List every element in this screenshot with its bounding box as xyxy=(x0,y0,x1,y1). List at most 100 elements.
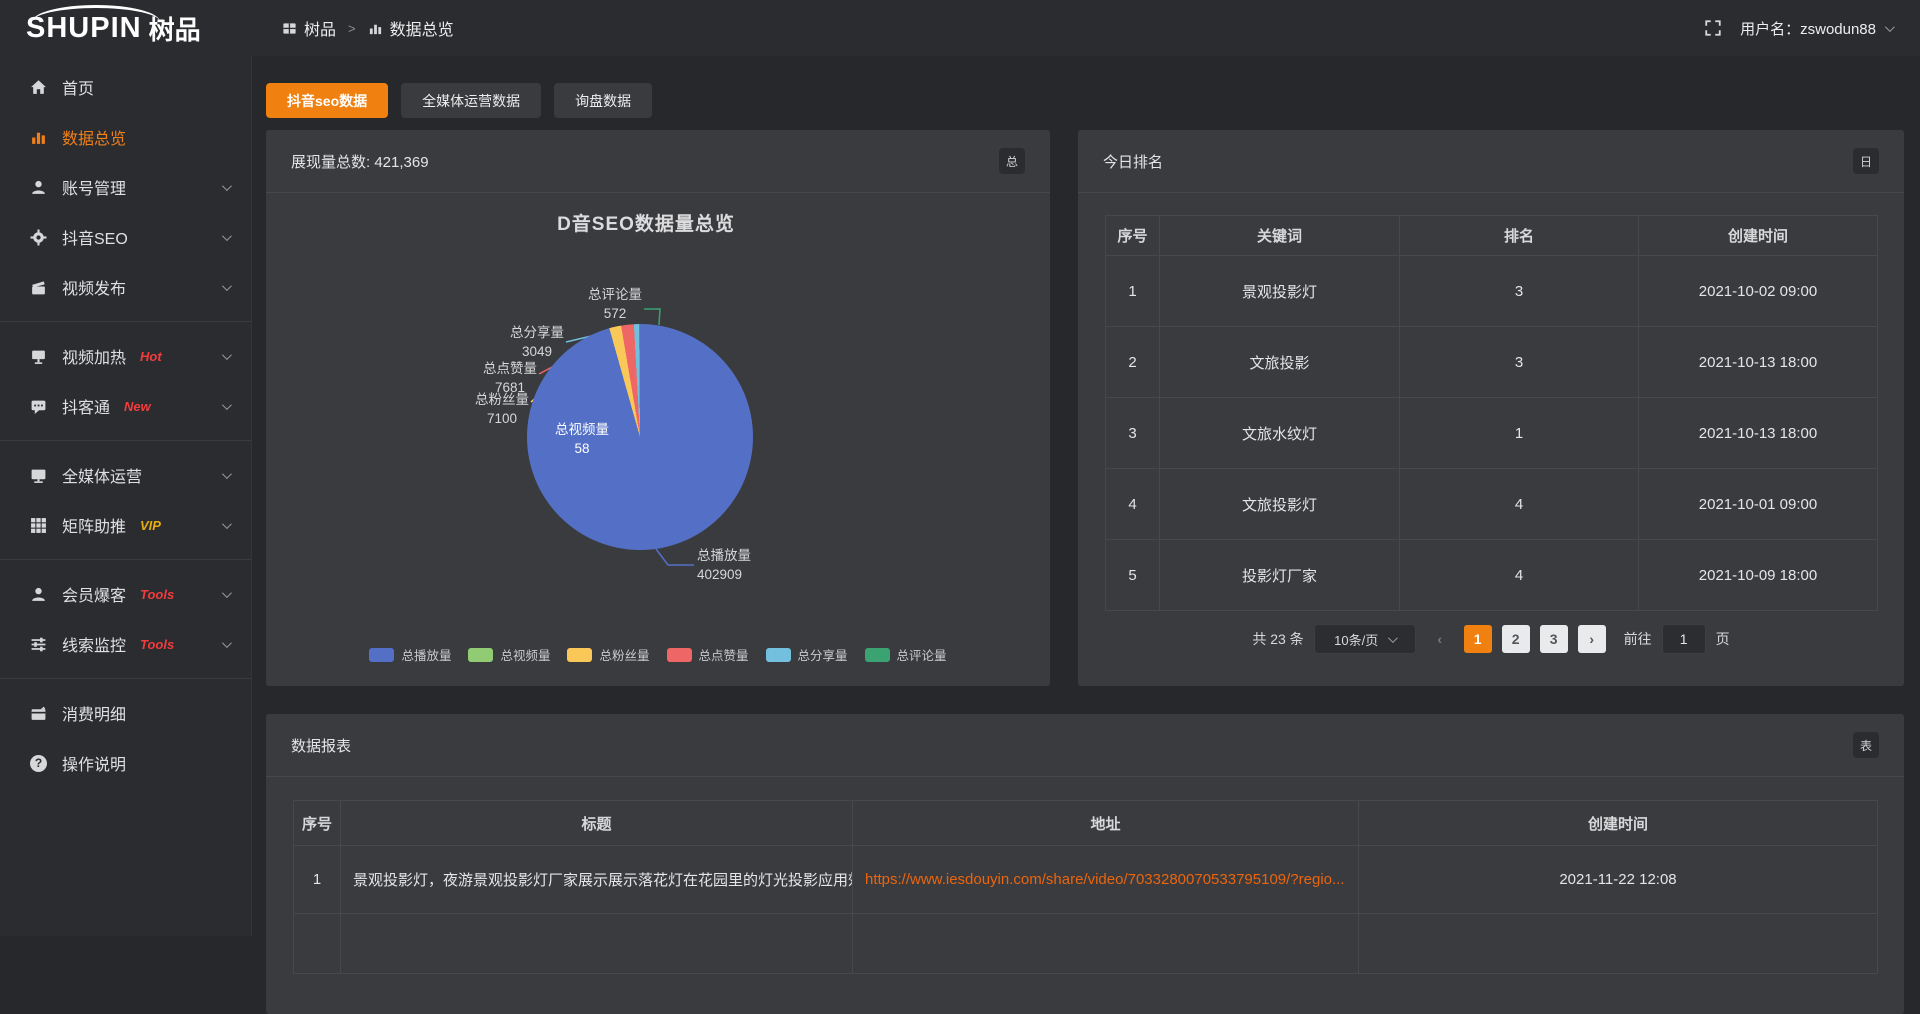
ranking-table-header: 序号 关键词 排名 创建时间 xyxy=(1105,215,1878,256)
legend-item-plays[interactable]: 总播放量 xyxy=(369,645,451,664)
account-icon xyxy=(32,180,45,194)
pie-chart[interactable] xyxy=(527,324,753,550)
prev-page-button[interactable]: ‹ xyxy=(1437,631,1442,647)
sidebar-item-data-overview[interactable]: 数据总览 xyxy=(0,112,251,162)
pie-label-shares: 总分享量 3049 xyxy=(510,325,564,359)
pagination: 共 23 条 10条/页 ‹ 1 2 3 › 前往 页 xyxy=(1078,624,1904,654)
ranking-card-title: 今日排名 xyxy=(1103,153,1164,171)
table-row: 3 文旅水纹灯 1 2021-10-13 18:00 xyxy=(1105,397,1878,469)
table-row xyxy=(293,913,1878,974)
logo-text-cn: 树品 xyxy=(148,14,201,45)
tab-media-ops-data[interactable]: 全媒体运营数据 xyxy=(401,83,542,118)
page-size-select[interactable]: 10条/页 xyxy=(1313,624,1416,654)
douketong-icon xyxy=(31,400,46,414)
tools-badge: Tools xyxy=(140,636,175,652)
video-publish-icon xyxy=(32,280,45,294)
sidebar-item-video-heat[interactable]: 视频加热 Hot xyxy=(0,331,251,381)
legend-chip xyxy=(468,647,494,662)
help-icon: ? xyxy=(30,754,47,772)
sidebar-item-media-ops[interactable]: 全媒体运营 xyxy=(0,450,251,500)
page-button-3[interactable]: 3 xyxy=(1539,625,1568,653)
legend-item-shares[interactable]: 总分享量 xyxy=(765,645,848,664)
sidebar-item-consume-detail[interactable]: 消费明细 xyxy=(0,688,251,738)
pie-label-plays: 总播放量 402909 xyxy=(697,548,751,582)
report-card-title: 数据报表 xyxy=(291,737,352,755)
chart-legend: 总播放量 总视频量 总粉丝量 总点赞量 总分享量 总评论量 xyxy=(266,645,1050,664)
report-table: 序号 标题 地址 创建时间 1 景观投影灯，夜游景观投影灯厂家展示展示落花灯在花… xyxy=(293,800,1878,974)
sidebar-item-video-publish[interactable]: 视频发布 xyxy=(0,262,251,312)
table-row: 2 文旅投影 3 2021-10-13 18:00 xyxy=(1105,326,1878,398)
pie-label-comments: 总评论量 572 xyxy=(588,287,642,321)
clue-monitor-icon xyxy=(31,637,46,651)
sidebar: 首页 数据总览 账号管理 抖音SEO 视频发布 视频加热 Hot 抖客通 New… xyxy=(0,56,252,936)
tab-inquiry-data[interactable]: 询盘数据 xyxy=(554,83,653,118)
chevron-down-icon xyxy=(221,637,232,648)
sidebar-item-douyin-seo[interactable]: 抖音SEO xyxy=(0,212,251,262)
new-badge: New xyxy=(124,398,151,414)
sidebar-item-help[interactable]: ? 操作说明 xyxy=(0,738,251,788)
total-badge-button[interactable]: 总 xyxy=(999,148,1025,174)
media-ops-icon xyxy=(31,469,46,483)
topbar-right: 用户名：zswodun88 xyxy=(1704,18,1895,39)
top-bar: SHUPIN 树品 树品 > 数据总览 用户名：zswodun88 xyxy=(0,0,1920,56)
sidebar-item-matrix-boost[interactable]: 矩阵助推 VIP xyxy=(0,500,251,550)
user-menu[interactable]: 用户名：zswodun88 xyxy=(1740,18,1895,39)
app-logo[interactable]: SHUPIN 树品 xyxy=(26,4,252,45)
chevron-down-icon xyxy=(221,280,232,291)
tab-douyin-seo-data[interactable]: 抖音seo数据 xyxy=(266,83,389,118)
chevron-down-icon xyxy=(221,399,232,410)
day-badge-button[interactable]: 日 xyxy=(1853,148,1879,174)
breadcrumb-root[interactable]: 树品 xyxy=(282,16,336,40)
impressions-total: 展现量总数: 421,369 xyxy=(291,153,429,171)
username-label: 用户名：zswodun88 xyxy=(1740,20,1876,38)
data-overview-icon xyxy=(32,132,45,144)
fullscreen-icon[interactable] xyxy=(1704,19,1722,37)
video-url-link[interactable]: https://www.iesdouyin.com/share/video/70… xyxy=(852,845,1359,914)
breadcrumb-current[interactable]: 数据总览 xyxy=(368,16,454,40)
breadcrumb: 树品 > 数据总览 xyxy=(282,16,454,40)
page-unit-label: 页 xyxy=(1715,631,1730,647)
legend-chip xyxy=(369,647,395,662)
chevron-down-icon xyxy=(1388,632,1399,643)
legend-chip xyxy=(567,647,593,662)
chevron-down-icon xyxy=(1884,21,1895,32)
legend-item-videos[interactable]: 总视频量 xyxy=(468,645,550,664)
video-heat-icon xyxy=(32,350,45,364)
legend-chip xyxy=(765,647,791,662)
table-row: 5 投影灯厂家 4 2021-10-09 18:00 xyxy=(1105,539,1878,611)
bar-chart-icon xyxy=(369,24,381,34)
page-button-2[interactable]: 2 xyxy=(1501,625,1530,653)
sidebar-item-account[interactable]: 账号管理 xyxy=(0,162,251,212)
pie-label-likes: 总点赞量 7681 xyxy=(483,361,537,395)
member-icon xyxy=(32,587,45,601)
sidebar-divider xyxy=(0,321,251,322)
next-page-button[interactable]: › xyxy=(1577,625,1606,653)
legend-item-comments[interactable]: 总评论量 xyxy=(864,645,947,664)
table-row: 1 景观投影灯 3 2021-10-02 09:00 xyxy=(1105,255,1878,327)
page-button-1[interactable]: 1 xyxy=(1463,625,1492,653)
goto-page-input[interactable] xyxy=(1661,624,1706,654)
legend-item-likes[interactable]: 总点赞量 xyxy=(666,645,749,664)
pie-label-videos: 总视频量 58 xyxy=(555,422,609,456)
seo-overview-card: 展现量总数: 421,369 总 D音SEO数据量总览 总评论量 572 总分享… xyxy=(266,130,1050,686)
table-badge-button[interactable]: 表 xyxy=(1853,732,1879,758)
sidebar-item-douketong[interactable]: 抖客通 New xyxy=(0,381,251,431)
sidebar-item-clue-monitor[interactable]: 线索监控 Tools xyxy=(0,619,251,669)
chevron-down-icon xyxy=(221,230,232,241)
report-table-header: 序号 标题 地址 创建时间 xyxy=(293,800,1878,846)
breadcrumb-separator: > xyxy=(348,20,356,36)
report-card-header: 数据报表 表 xyxy=(266,714,1904,777)
ranking-table: 序号 关键词 排名 创建时间 1 景观投影灯 3 2021-10-02 09:00 2… xyxy=(1105,215,1878,611)
matrix-boost-icon xyxy=(31,517,46,533)
table-row: 4 文旅投影灯 4 2021-10-01 09:00 xyxy=(1105,468,1878,540)
chevron-down-icon xyxy=(221,587,232,598)
sidebar-item-home[interactable]: 首页 xyxy=(0,62,251,112)
hot-badge: Hot xyxy=(140,348,162,364)
chevron-down-icon xyxy=(221,468,232,479)
data-report-card: 数据报表 表 序号 标题 地址 创建时间 1 景观投影灯，夜游景观投影灯厂家展示… xyxy=(266,714,1904,1014)
sidebar-item-member-burst[interactable]: 会员爆客 Tools xyxy=(0,569,251,619)
consume-icon xyxy=(31,706,46,720)
sidebar-divider xyxy=(0,440,251,441)
legend-item-fans[interactable]: 总粉丝量 xyxy=(567,645,650,664)
logo-text-en: SHUPIN xyxy=(26,11,142,44)
